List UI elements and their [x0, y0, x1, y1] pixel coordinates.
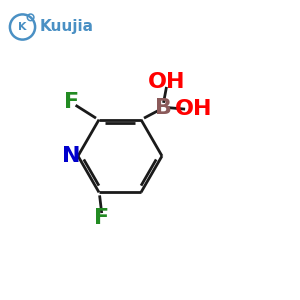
Text: Kuujia: Kuujia: [40, 20, 94, 34]
Text: N: N: [62, 146, 81, 166]
Text: OH: OH: [175, 99, 212, 119]
Text: F: F: [94, 208, 110, 228]
Text: K: K: [18, 22, 27, 32]
Text: B: B: [155, 98, 172, 118]
Text: F: F: [64, 92, 80, 112]
Text: OH: OH: [148, 72, 185, 92]
